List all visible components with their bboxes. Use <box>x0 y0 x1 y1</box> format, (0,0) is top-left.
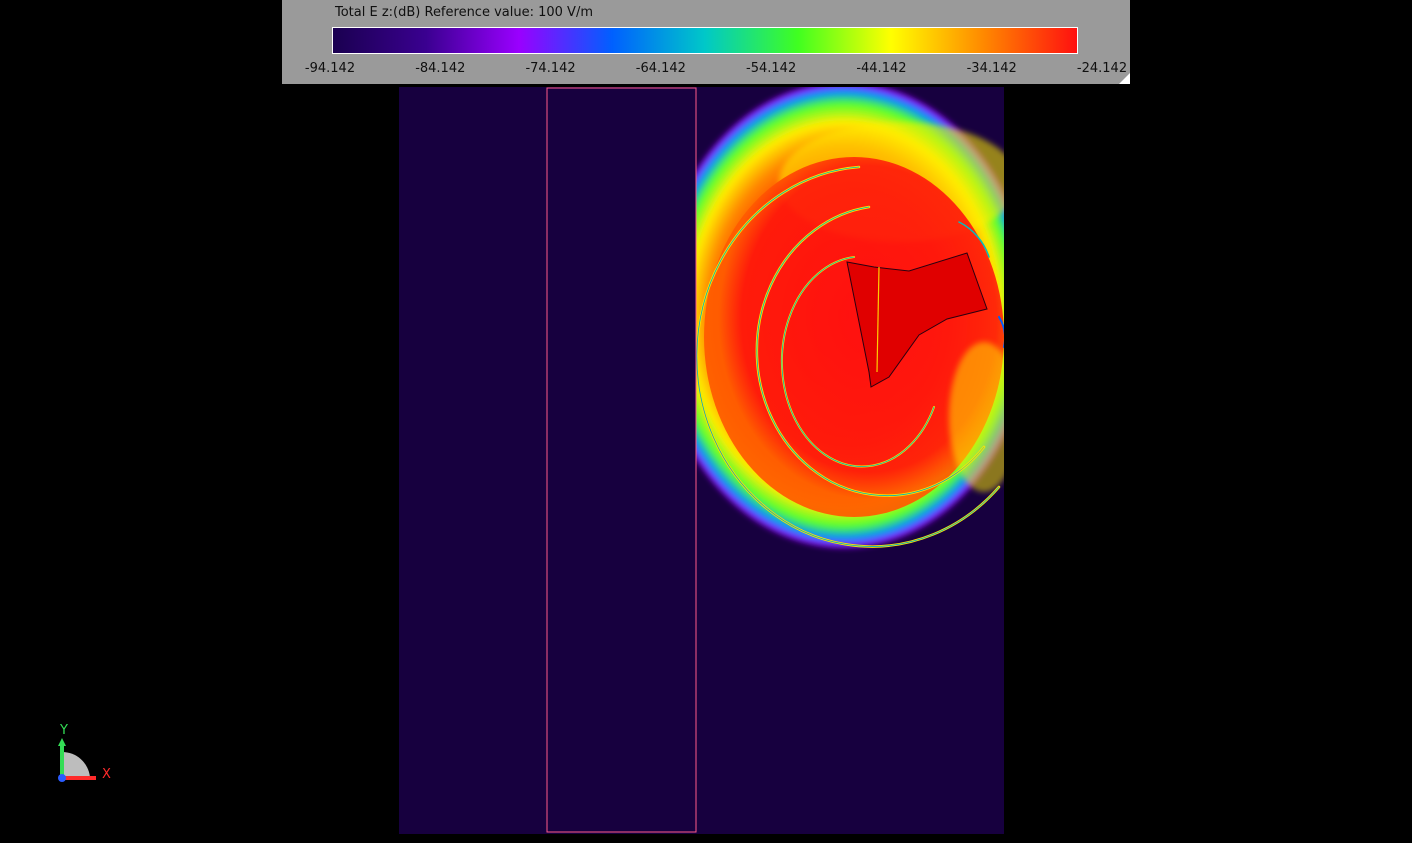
wavefront-rings <box>695 165 1004 548</box>
substrate-slab <box>546 87 697 833</box>
y-axis-label: Y <box>59 723 68 738</box>
legend-resize-handle[interactable] <box>1119 73 1130 84</box>
colorbar-legend: Total E z:(dB) Reference value: 100 V/m … <box>282 0 1130 84</box>
colorbar-tick-label: -84.142 <box>415 61 466 76</box>
colorbar-tick-label: -34.142 <box>966 61 1017 76</box>
lower-field-lobe <box>949 342 1004 492</box>
colorbar-gradient <box>332 27 1078 54</box>
colorbar-tick-label: -94.142 <box>304 61 356 76</box>
axis-quadrant <box>62 751 90 777</box>
colorbar-tick-label: -54.142 <box>746 61 797 76</box>
colorbar-tick-label: -74.142 <box>525 61 576 76</box>
axis-orientation-triad: Y X <box>58 723 111 782</box>
colorbar-tick-label: -44.142 <box>856 61 907 76</box>
colorbar-tick-label: -24.142 <box>1076 61 1128 76</box>
field-plot-view[interactable] <box>399 87 1004 834</box>
y-axis-arrowhead <box>58 738 66 746</box>
inner-field-region <box>704 157 1004 517</box>
field-distribution <box>546 87 1004 833</box>
colorbar-tick-label: -64.142 <box>635 61 686 76</box>
horn-antenna <box>846 252 988 388</box>
legend-title: Total E z:(dB) Reference value: 100 V/m <box>335 5 593 20</box>
x-axis-label: X <box>102 767 111 782</box>
z-axis-dot <box>58 774 66 782</box>
